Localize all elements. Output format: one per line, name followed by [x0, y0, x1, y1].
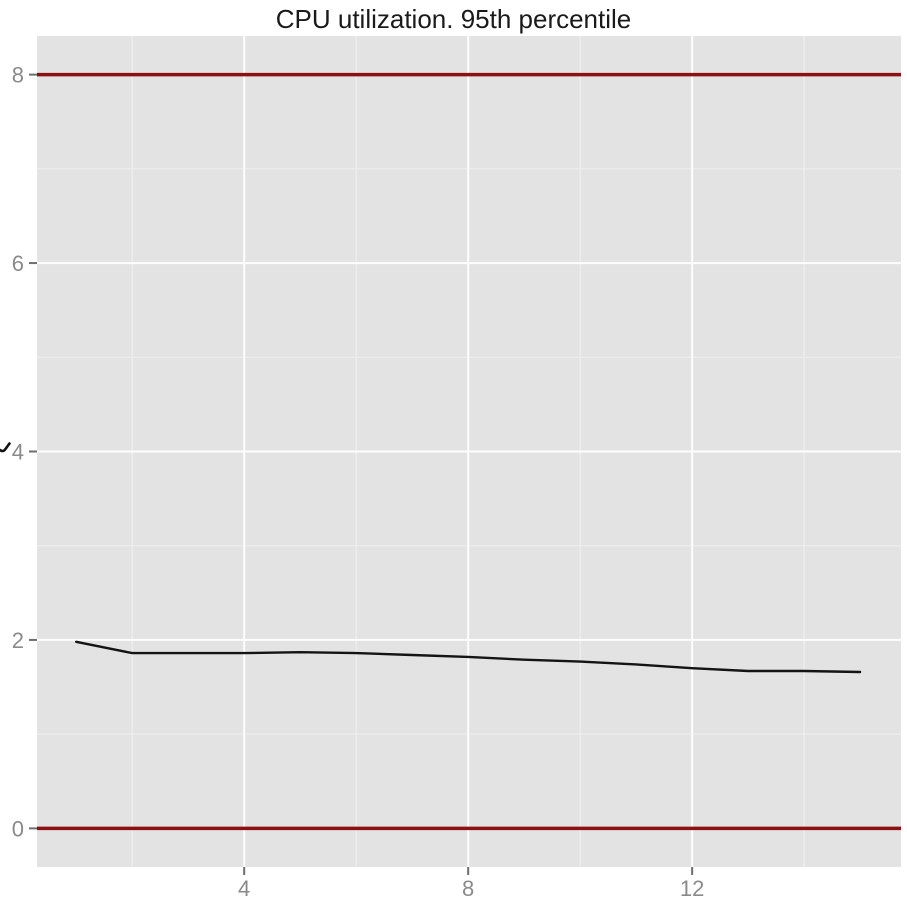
series-line-cpu_utilization_95th_percentile — [74, 640, 862, 674]
y-tick-label: 0 — [12, 816, 24, 841]
y-tick-label: 2 — [12, 628, 24, 653]
x-tick-label: 8 — [462, 876, 474, 900]
axis-tick-labels: 0 2 4 6 8 4 8 12 — [12, 63, 705, 900]
x-tick-label: 12 — [680, 876, 704, 900]
y-tick-label: 6 — [12, 251, 24, 276]
y-tick-label: 4 — [12, 440, 24, 465]
y-tick-label: 8 — [12, 63, 24, 88]
chart-title: CPU utilization. 95th percentile — [275, 4, 632, 34]
clipped-y-axis-title-mark — [0, 442, 11, 453]
x-tick-label: 4 — [238, 876, 250, 900]
axis-ticks — [29, 73, 694, 875]
